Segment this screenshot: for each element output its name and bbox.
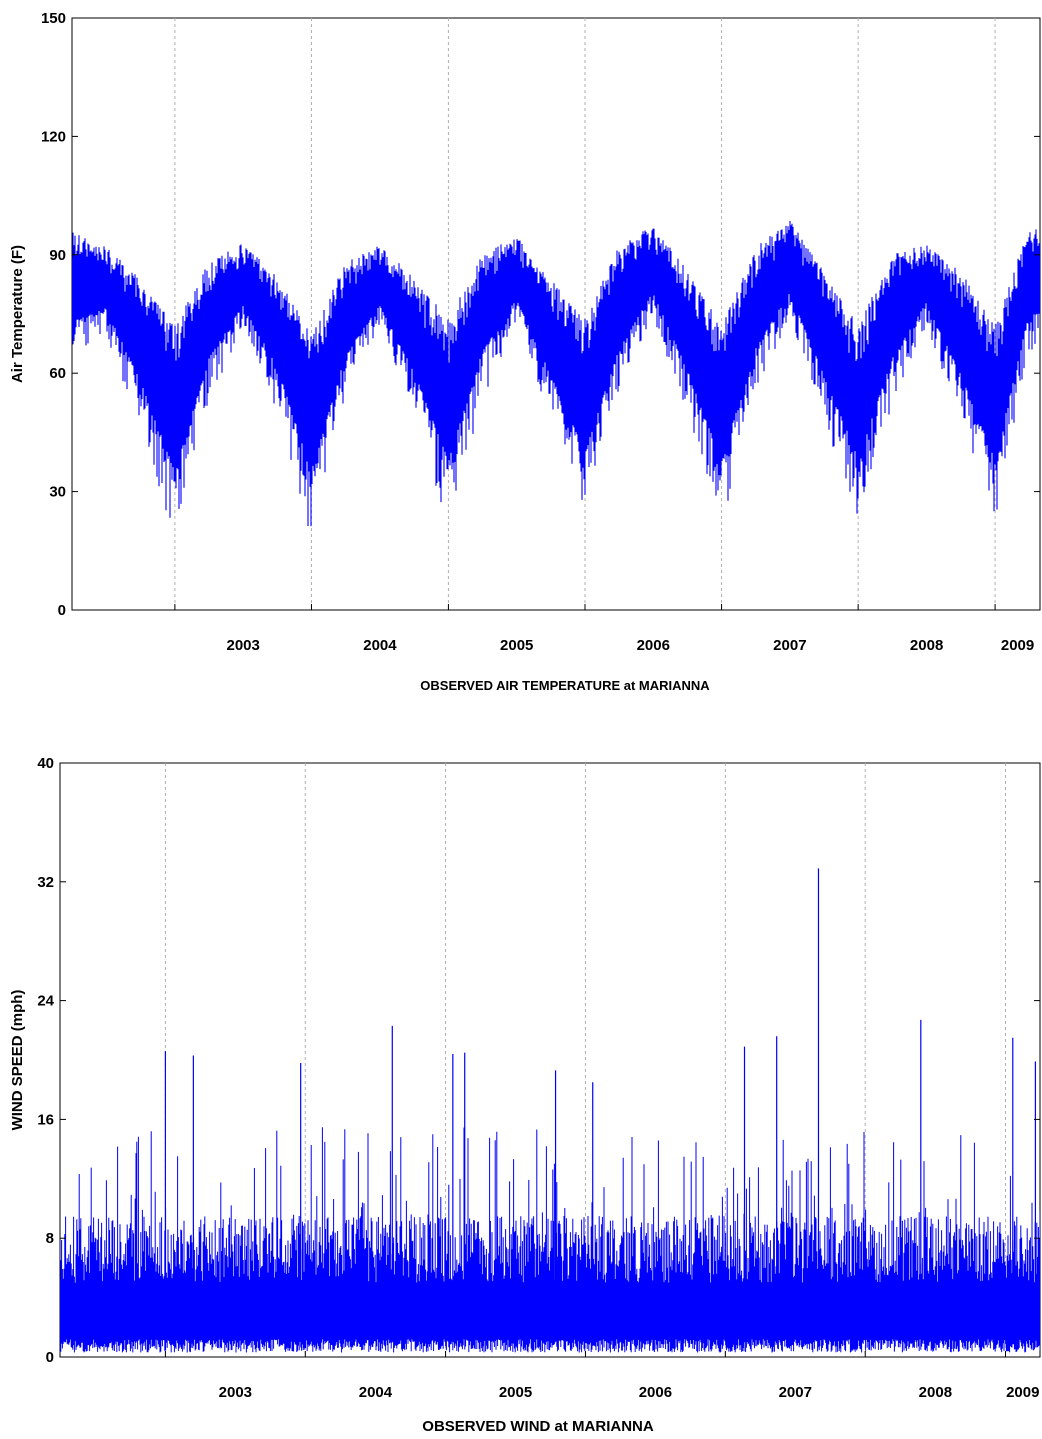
temperature-y-tick-label: 0 — [58, 602, 66, 619]
wind-x-tick-label: 2008 — [919, 1384, 952, 1401]
temperature-y-tick-label: 150 — [41, 10, 66, 27]
temperature-x-ticks: 2003 2004 2005 2006 2007 2008 2009 — [174, 604, 1034, 654]
temperature-x-tick-label: 2006 — [637, 637, 670, 654]
temperature-y-tick-label: 120 — [41, 128, 66, 145]
wind-x-tick-label: 2007 — [779, 1384, 812, 1401]
temperature-y-tick-label: 60 — [49, 365, 66, 382]
wind-y-tick-label: 32 — [37, 874, 54, 891]
wind-series-line — [60, 1127, 1040, 1353]
wind-y-tick-label: 24 — [37, 993, 54, 1010]
wind-y-axis-label: WIND SPEED (mph) — [9, 990, 26, 1131]
wind-y-tick-label: 0 — [46, 1349, 54, 1366]
temperature-x-tick-label: 2009 — [1001, 637, 1034, 654]
temperature-y-axis-label: Air Temperature (F) — [9, 245, 26, 383]
temperature-series — [72, 221, 1040, 527]
wind-x-axis-label: OBSERVED WIND at MARIANNA — [422, 1418, 654, 1435]
wind-y-tick-label: 16 — [37, 1111, 54, 1128]
temperature-x-tick-label: 2003 — [226, 637, 259, 654]
wind-series — [60, 868, 1040, 1353]
temperature-x-tick-label: 2005 — [500, 637, 533, 654]
temperature-x-axis-label: OBSERVED AIR TEMPERATURE at MARIANNA — [420, 678, 710, 693]
wind-x-tick-label: 2003 — [219, 1384, 252, 1401]
wind-x-tick-label: 2005 — [499, 1384, 532, 1401]
wind-x-tick-label: 2004 — [359, 1384, 393, 1401]
temperature-x-tick-label: 2004 — [363, 637, 397, 654]
wind-x-tick-label: 2009 — [1006, 1384, 1039, 1401]
wind-y-tick-label: 40 — [37, 755, 54, 772]
wind-x-ticks: 2003 2004 2005 2006 2007 2008 2009 — [164, 1351, 1039, 1401]
wind-y-tick-label: 8 — [46, 1230, 54, 1247]
wind-x-tick-label: 2006 — [639, 1384, 672, 1401]
temperature-y-tick-label: 90 — [49, 247, 66, 264]
temperature-y-tick-label: 30 — [49, 484, 66, 501]
temperature-series-line — [72, 221, 1040, 527]
wind-y-ticks: 0 8 16 24 32 40 — [37, 755, 1040, 1366]
temperature-x-tick-label: 2008 — [910, 637, 943, 654]
temperature-y-ticks: 0 30 60 90 120 150 — [41, 10, 1040, 619]
temperature-x-tick-label: 2007 — [773, 637, 806, 654]
